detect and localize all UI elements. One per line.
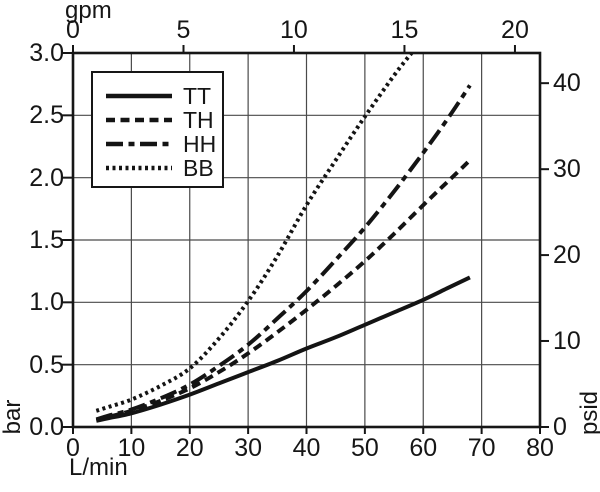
bottom-tick-label-40: 40 [292,434,321,462]
right-tick-label-0: 0 [553,413,567,441]
legend-label-tt: TT [183,83,212,109]
legend-line-sample-bb [106,165,172,171]
curve-tt [95,275,471,423]
left-tick-label-3.0: 3.0 [29,39,64,67]
bottom-tick-label-60: 60 [409,434,438,462]
left-tick-label-1.0: 1.0 [29,288,64,317]
legend-label-hh: HH [183,131,217,157]
legend-line-sample-hh [106,141,172,147]
left-tick-label-2.5: 2.5 [29,101,64,130]
bottom-tick-label-20: 20 [175,434,204,462]
top-tick-label-10: 10 [280,16,308,44]
top-tick-label-20: 20 [501,16,529,44]
curve-hh [95,84,472,422]
bottom-tick-label-70: 70 [467,434,496,462]
bottom-tick-label-30: 30 [234,434,263,462]
legend-line-sample-th [106,117,172,123]
curve-bb [95,51,414,413]
left-tick-label-2.0: 2.0 [29,163,64,192]
legend-row-bb: BB [105,156,222,180]
left-tick-label-0.0: 0.0 [29,413,64,441]
legend: TT TH HH BB [91,71,224,188]
bottom-tick-label-10: 10 [117,434,146,462]
top-tick-label-15: 15 [390,16,419,44]
top-tick-label-0: 0 [66,16,80,44]
right-tick-label-30: 30 [553,155,581,184]
legend-row-hh: HH [105,132,222,156]
right-tick-label-10: 10 [553,326,581,355]
curve-th [95,158,472,422]
bottom-axis-title: L/min [69,454,128,481]
plot-frame [71,51,542,429]
legend-line-sample-tt [106,93,172,99]
bottom-tick-label-0: 0 [66,434,80,462]
top-tick-label-5: 5 [176,16,191,44]
top-axis-title: gpm [65,0,112,24]
legend-label-th: TH [183,107,214,133]
legend-label-bb: BB [183,155,214,181]
bottom-tick-label-80: 80 [526,434,554,462]
bottom-tick-label-50: 50 [350,434,379,462]
legend-row-th: TH [105,108,222,132]
right-tick-label-40: 40 [553,69,581,98]
legend-row-tt: TT [105,84,222,108]
left-tick-label-0.5: 0.5 [29,350,64,379]
right-tick-label-20: 20 [553,241,581,270]
left-tick-label-1.5: 1.5 [29,226,64,254]
